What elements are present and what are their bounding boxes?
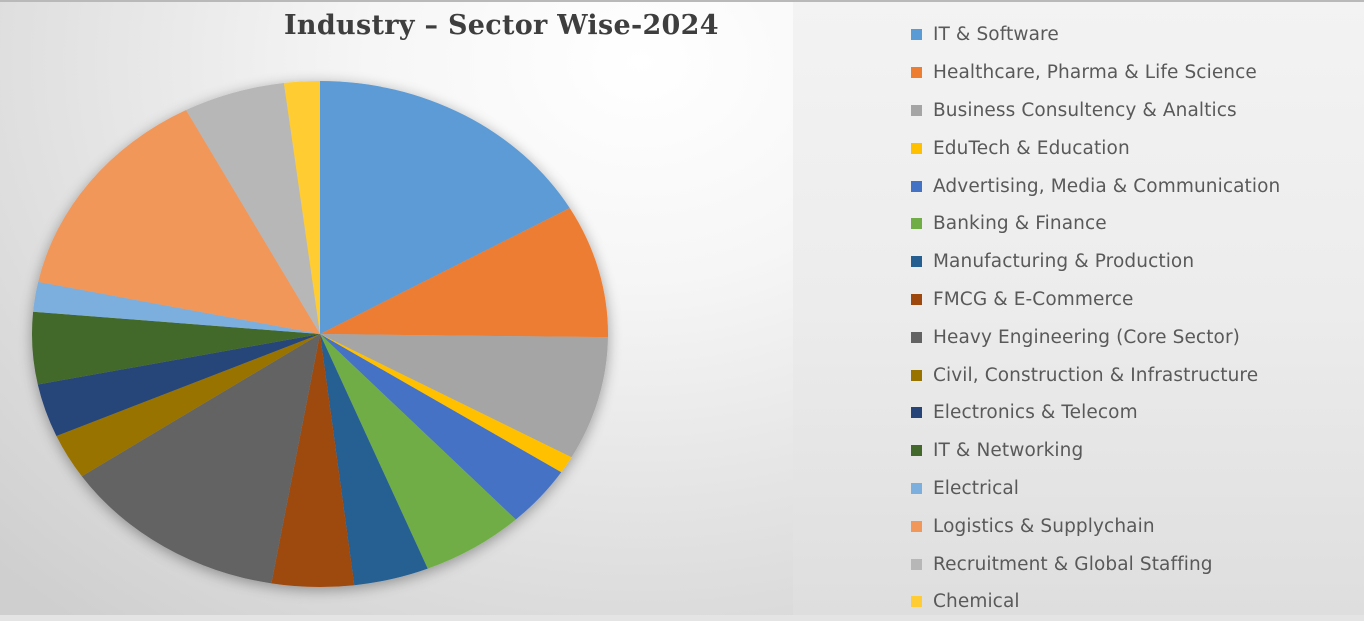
legend-label: Healthcare, Pharma & Life Science xyxy=(933,62,1257,84)
legend-item: Chemical xyxy=(911,583,1280,621)
chart-title: Industry – Sector Wise-2024 xyxy=(284,10,719,41)
legend-label: Banking & Finance xyxy=(933,213,1107,235)
pie-slice xyxy=(81,334,320,584)
legend-label: Advertising, Media & Communication xyxy=(933,175,1281,197)
legend-item: FMCG & E-Commerce xyxy=(911,281,1280,319)
legend-label: Recruitment & Global Staffing xyxy=(933,553,1213,575)
legend-swatch-icon xyxy=(911,180,922,192)
legend-item: Electronics & Telecom xyxy=(911,394,1280,432)
legend-swatch-icon xyxy=(911,445,922,457)
legend-swatch-icon xyxy=(911,104,922,116)
pie-slices xyxy=(31,80,609,588)
pie-slice xyxy=(37,334,321,436)
legend-swatch-icon xyxy=(911,369,922,381)
legend-swatch-icon xyxy=(911,331,922,343)
legend-item: Civil, Construction & Infrastructure xyxy=(911,356,1280,394)
legend-item: EduTech & Education xyxy=(911,129,1280,167)
legend-item: Banking & Finance xyxy=(911,205,1280,243)
pie-slice xyxy=(320,334,516,569)
legend-swatch-icon xyxy=(911,596,922,608)
legend-label: Electrical xyxy=(933,477,1020,499)
legend-item: Logistics & Supplychain xyxy=(911,507,1280,545)
legend-item: Advertising, Media & Communication xyxy=(911,167,1280,205)
pie-chart xyxy=(31,80,609,588)
legend-label: IT & Networking xyxy=(933,440,1084,462)
legend-swatch-icon xyxy=(911,520,922,532)
pie-slice xyxy=(320,81,570,334)
legend-item: IT & Software xyxy=(911,16,1280,54)
chart-legend: IT & Software Healthcare, Pharma & Life … xyxy=(911,16,1280,621)
pie-slice xyxy=(186,82,320,335)
legend-item: Healthcare, Pharma & Life Science xyxy=(911,54,1280,92)
legend-swatch-icon xyxy=(911,29,922,41)
pie-slice xyxy=(56,334,320,477)
legend-label: EduTech & Education xyxy=(933,137,1130,159)
legend-label: FMCG & E-Commerce xyxy=(933,288,1134,310)
legend-item: Business Consultency & Analtics xyxy=(911,92,1280,130)
legend-area-background xyxy=(793,2,1364,615)
pie-slice xyxy=(271,334,355,588)
legend-label: Chemical xyxy=(933,591,1020,613)
legend-label: IT & Software xyxy=(933,24,1059,46)
pie-slice xyxy=(320,334,572,473)
legend-swatch-icon xyxy=(911,218,922,230)
legend-swatch-icon xyxy=(911,142,922,154)
legend-label: Electronics & Telecom xyxy=(933,402,1138,424)
pie-slice xyxy=(320,334,428,586)
legend-label: Civil, Construction & Infrastructure xyxy=(933,364,1259,386)
legend-item: Recruitment & Global Staffing xyxy=(911,545,1280,583)
legend-swatch-icon xyxy=(911,293,922,305)
legend-swatch-icon xyxy=(911,67,922,79)
pie-slice xyxy=(320,334,562,520)
pie-slice xyxy=(320,207,609,338)
legend-swatch-icon xyxy=(911,558,922,570)
pie-slice xyxy=(283,80,320,334)
pie-slice xyxy=(320,334,608,458)
legend-label: Heavy Engineering (Core Sector) xyxy=(933,326,1240,348)
pie-slice xyxy=(33,281,321,334)
legend-label: Business Consultency & Analtics xyxy=(933,99,1237,121)
legend-swatch-icon xyxy=(911,407,922,419)
legend-item: IT & Networking xyxy=(911,432,1280,470)
legend-swatch-icon xyxy=(911,482,922,494)
legend-swatch-icon xyxy=(911,256,922,268)
top-border xyxy=(0,0,1364,2)
legend-label: Logistics & Supplychain xyxy=(933,515,1155,537)
pie-slice xyxy=(38,110,321,334)
pie-chart-svg xyxy=(31,80,609,588)
legend-item: Heavy Engineering (Core Sector) xyxy=(911,318,1280,356)
legend-item: Electrical xyxy=(911,470,1280,508)
pie-slice xyxy=(31,311,321,385)
legend-label: Manufacturing & Production xyxy=(933,251,1195,273)
legend-item: Manufacturing & Production xyxy=(911,243,1280,281)
